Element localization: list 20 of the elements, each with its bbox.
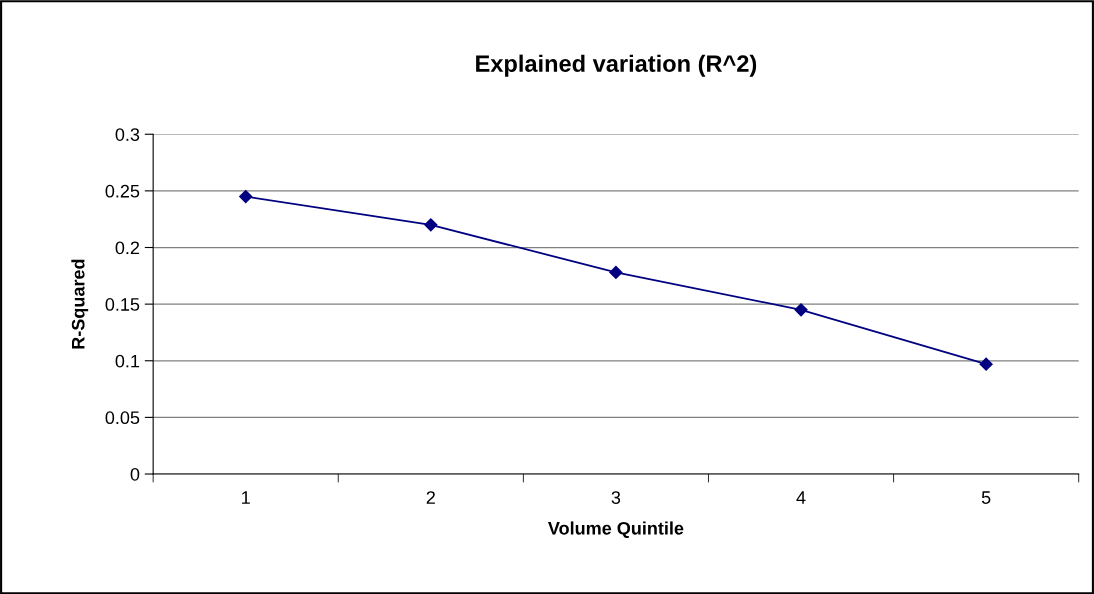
y-tick-label: 0.3 bbox=[115, 128, 140, 141]
y-axis-title: R-Squared bbox=[71, 259, 89, 349]
x-tick-label: 2 bbox=[426, 491, 435, 504]
y-tick-label: 0 bbox=[130, 467, 140, 481]
x-tick-label: 4 bbox=[796, 491, 806, 504]
y-tick-label: 0.1 bbox=[115, 354, 140, 368]
x-tick-label: 1 bbox=[242, 491, 250, 504]
chart-title: Explained variation (R^2) bbox=[476, 54, 757, 77]
point bbox=[979, 357, 993, 371]
y-tick-label: 0.05 bbox=[105, 411, 140, 425]
point bbox=[609, 265, 623, 280]
y-tick-label: 0.25 bbox=[105, 184, 140, 198]
x-axis-title: Volume Quintile bbox=[548, 521, 684, 539]
y-tick-label: 0.15 bbox=[105, 298, 140, 311]
y-tick-label: 0.2 bbox=[115, 241, 140, 255]
x-tick-label: 5 bbox=[981, 491, 991, 504]
point bbox=[794, 303, 808, 317]
point bbox=[239, 189, 253, 204]
point bbox=[424, 218, 438, 232]
x-tick-label: 3 bbox=[611, 491, 621, 504]
